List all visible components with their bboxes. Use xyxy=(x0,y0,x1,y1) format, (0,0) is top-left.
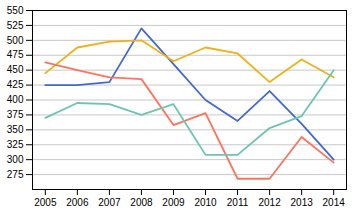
svg-text:2006: 2006 xyxy=(66,197,89,208)
svg-text:2014: 2014 xyxy=(323,197,346,208)
svg-text:425: 425 xyxy=(7,79,24,90)
svg-text:2005: 2005 xyxy=(34,197,57,208)
svg-text:300: 300 xyxy=(7,154,24,165)
svg-text:475: 475 xyxy=(7,49,24,60)
svg-text:275: 275 xyxy=(7,169,24,180)
svg-text:2008: 2008 xyxy=(130,197,153,208)
svg-text:550: 550 xyxy=(7,5,24,16)
svg-text:350: 350 xyxy=(7,124,24,135)
svg-text:400: 400 xyxy=(7,94,24,105)
svg-text:2011: 2011 xyxy=(227,197,249,208)
svg-text:375: 375 xyxy=(7,109,24,120)
svg-text:525: 525 xyxy=(7,20,24,31)
svg-text:2010: 2010 xyxy=(194,197,217,208)
svg-text:2012: 2012 xyxy=(258,197,281,208)
svg-text:325: 325 xyxy=(7,139,24,150)
svg-text:500: 500 xyxy=(7,35,24,46)
svg-text:2009: 2009 xyxy=(162,197,185,208)
svg-text:2013: 2013 xyxy=(291,197,314,208)
svg-text:450: 450 xyxy=(7,64,24,75)
svg-text:2007: 2007 xyxy=(98,197,121,208)
